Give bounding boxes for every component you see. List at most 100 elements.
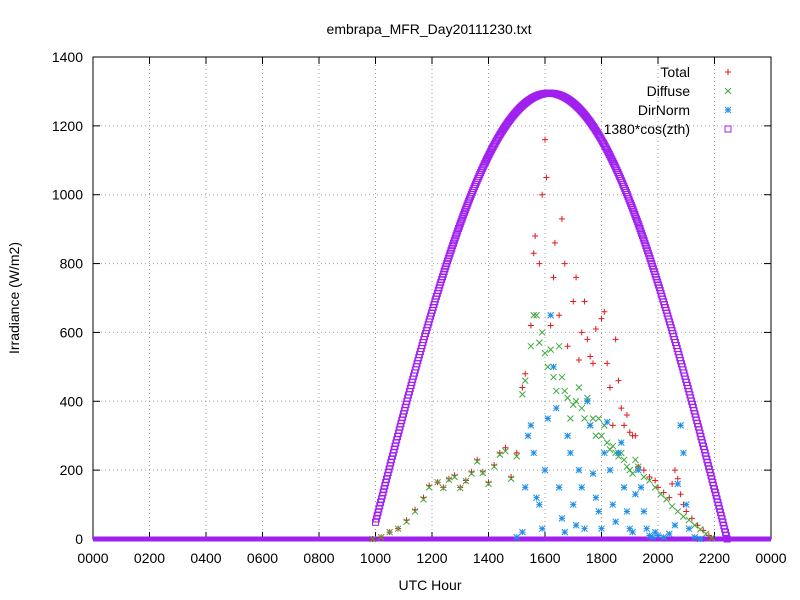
data-point	[651, 528, 659, 536]
data-point	[521, 377, 529, 384]
data-point	[535, 339, 543, 347]
data-point	[581, 298, 588, 305]
data-point	[640, 237, 648, 245]
series-total	[369, 136, 715, 542]
data-point	[551, 239, 558, 246]
data-point	[646, 477, 653, 484]
data-point	[386, 528, 393, 536]
data-point	[550, 373, 557, 381]
data-point	[533, 494, 540, 502]
data-point	[620, 456, 628, 464]
data-point	[521, 484, 529, 491]
data-point	[663, 496, 670, 503]
data-point	[586, 422, 594, 429]
data-point	[485, 480, 492, 488]
data-point	[513, 449, 520, 456]
data-point	[547, 311, 555, 319]
data-point	[572, 397, 580, 405]
data-point	[434, 478, 442, 486]
x-tick-label: 2000	[642, 550, 673, 566]
data-point	[638, 229, 646, 237]
data-point	[603, 439, 611, 446]
data-point	[621, 422, 628, 429]
data-point	[630, 208, 638, 216]
legend: Total Diffuse DirNorm 1380*cos(zth)	[604, 64, 732, 137]
data-point	[519, 391, 526, 398]
data-point	[668, 502, 676, 510]
data-point	[530, 250, 537, 257]
data-point	[558, 373, 566, 381]
data-point	[634, 466, 642, 474]
y-tick-label: 1200	[52, 118, 83, 134]
data-point	[592, 325, 599, 332]
data-point	[458, 215, 466, 223]
series-1380-cos-zth-	[372, 89, 731, 543]
data-point	[623, 412, 630, 419]
data-point	[674, 480, 682, 488]
data-point	[555, 484, 563, 491]
data-point	[632, 213, 640, 221]
data-point	[462, 477, 470, 485]
data-point	[567, 449, 574, 457]
data-point	[634, 220, 642, 228]
data-point	[575, 356, 582, 363]
data-point	[640, 473, 648, 481]
legend-label: Diffuse	[647, 83, 691, 99]
data-point	[457, 217, 465, 225]
data-point	[578, 484, 586, 491]
data-point	[589, 470, 597, 477]
data-point	[453, 229, 461, 237]
data-point	[527, 422, 535, 429]
data-point	[655, 484, 661, 491]
data-point	[507, 475, 515, 483]
data-point	[403, 518, 410, 526]
data-point	[606, 384, 613, 391]
data-point	[394, 525, 402, 533]
y-tick-label: 600	[60, 324, 84, 340]
data-point	[567, 415, 574, 422]
data-point	[556, 312, 563, 319]
data-point	[685, 516, 693, 524]
data-point	[564, 343, 571, 350]
data-point	[637, 227, 645, 235]
data-point	[636, 224, 644, 232]
data-point	[542, 136, 548, 143]
data-point	[723, 535, 731, 543]
data-point	[615, 377, 622, 384]
data-point	[609, 501, 617, 508]
data-point	[629, 206, 637, 214]
data-point	[564, 394, 571, 402]
x-tick-label: 1200	[416, 550, 447, 566]
legend-label: DirNorm	[638, 102, 690, 118]
data-point	[552, 404, 560, 412]
data-point	[646, 532, 653, 539]
data-point	[637, 484, 645, 491]
data-point	[606, 466, 614, 474]
data-point	[640, 508, 648, 515]
data-point	[543, 174, 550, 181]
data-point	[530, 311, 538, 319]
data-point	[627, 201, 635, 209]
data-point	[578, 404, 586, 412]
data-point	[609, 442, 617, 450]
data-point	[629, 470, 636, 477]
data-point	[450, 237, 458, 245]
data-point	[550, 274, 557, 281]
x-tick-label: 2200	[699, 550, 730, 566]
data-point	[612, 518, 619, 526]
data-point	[513, 533, 521, 541]
data-point	[635, 222, 643, 230]
data-point	[654, 532, 662, 539]
data-point	[632, 456, 639, 464]
data-point	[603, 418, 611, 426]
data-point	[455, 222, 463, 230]
data-point	[620, 484, 628, 491]
data-point	[527, 342, 535, 350]
plot-area	[93, 89, 771, 543]
data-point	[592, 432, 600, 440]
data-point	[369, 535, 377, 543]
data-point	[652, 477, 659, 484]
x-tick-label: 1800	[586, 550, 617, 566]
data-point	[657, 490, 665, 498]
